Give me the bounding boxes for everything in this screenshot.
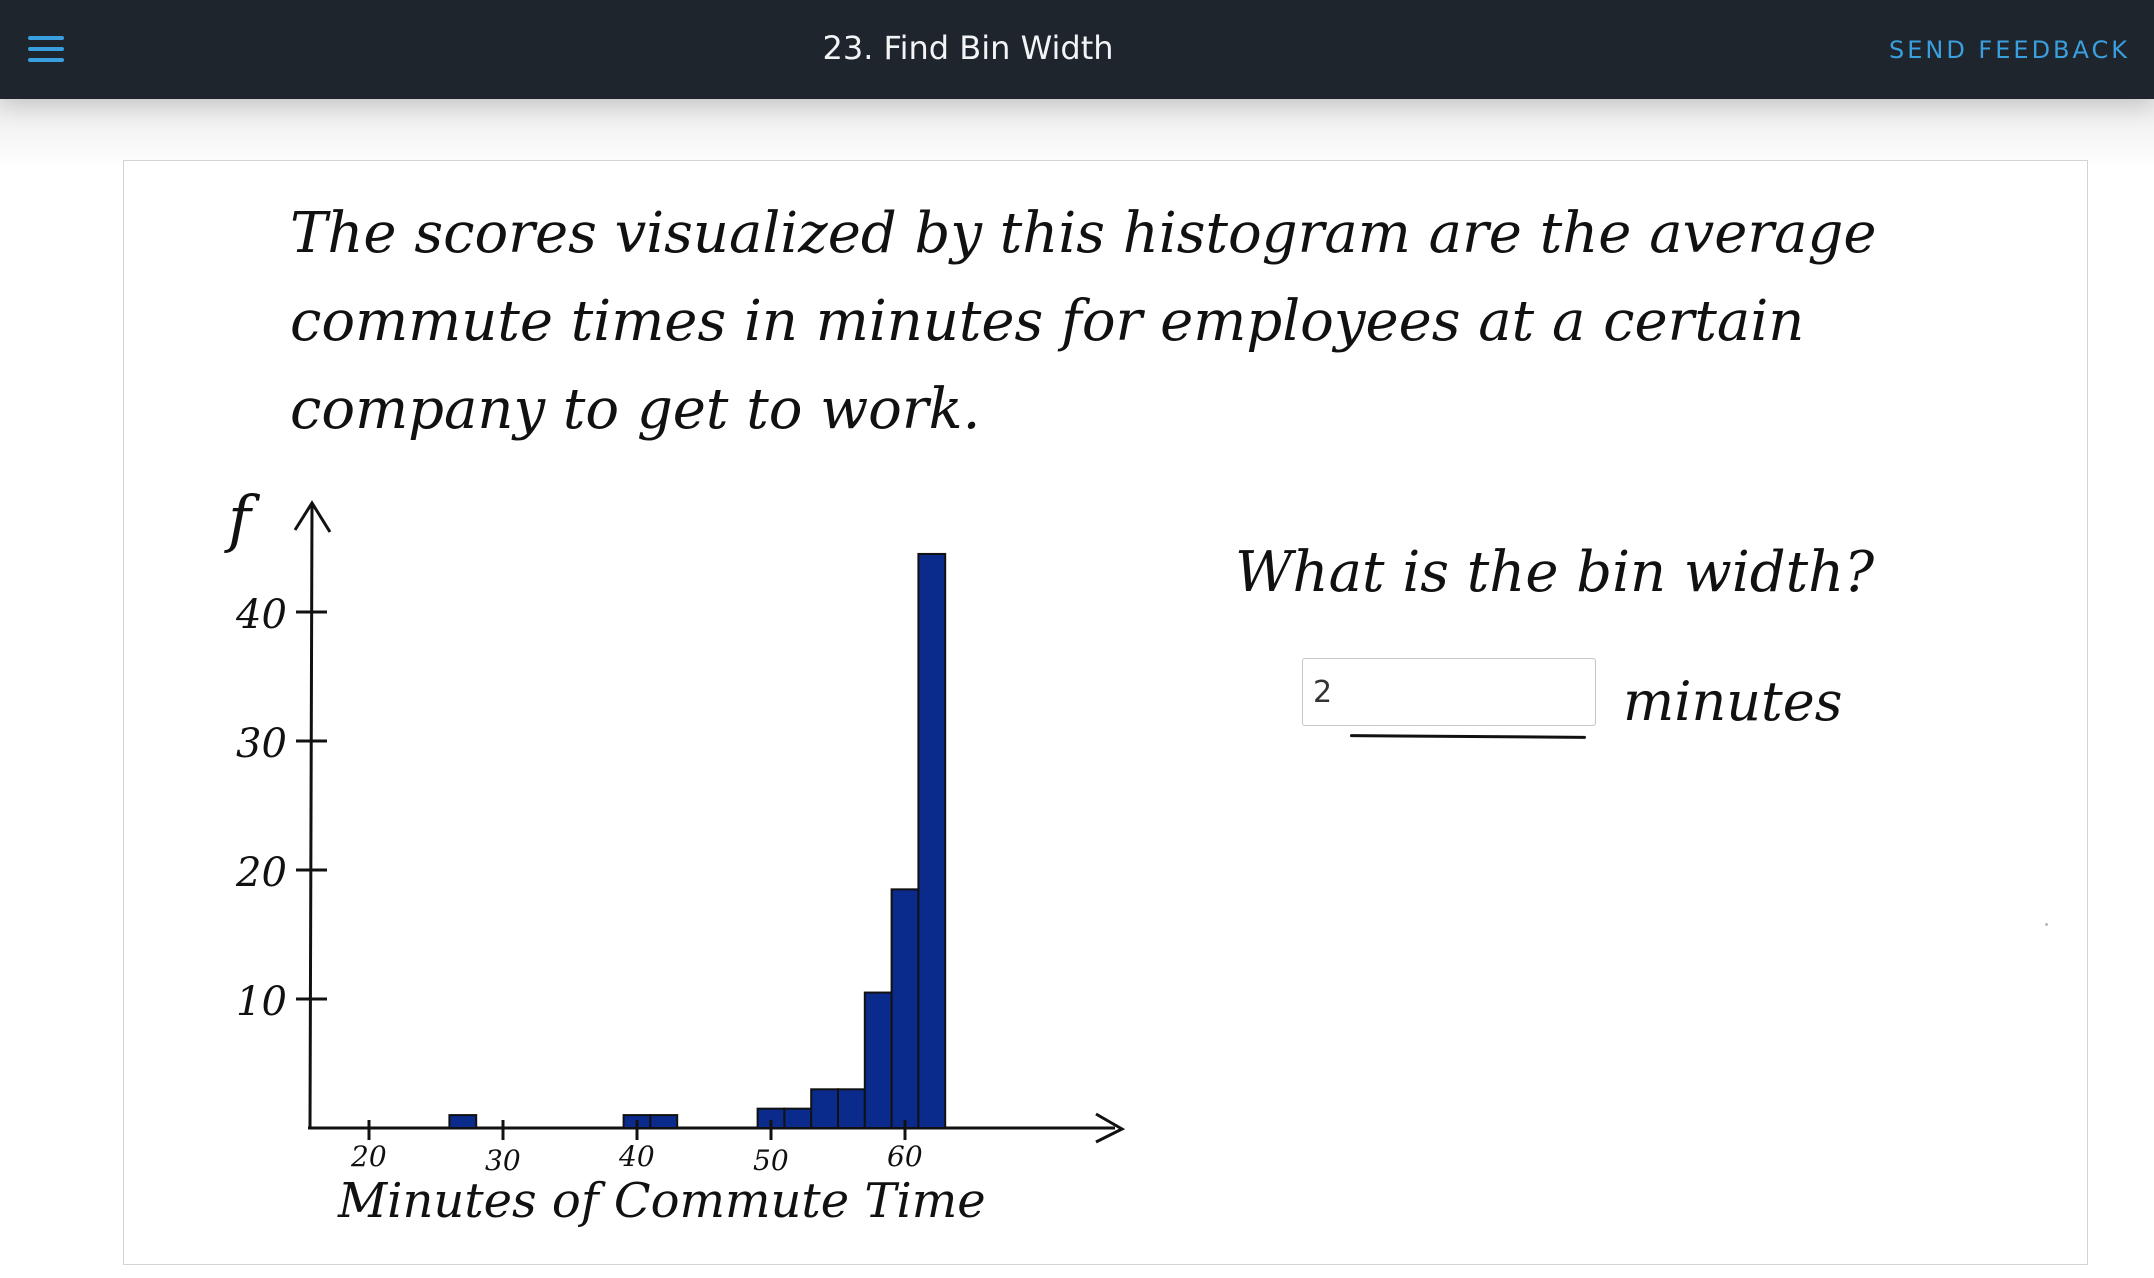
problem-prompt: The scores visualized by this histogram … — [290, 201, 1877, 442]
y-tick-label-20: 20 — [235, 850, 287, 896]
x-tick-label-40: 40 — [618, 1140, 655, 1173]
histogram-bar-7 — [837, 1088, 866, 1130]
y-axis-arrowhead — [293, 500, 332, 533]
top-bar: 23. Find Bin Width SEND FEEDBACK — [0, 0, 2154, 99]
y-tick-label-10: 10 — [236, 979, 287, 1025]
histogram-bar-6 — [810, 1088, 840, 1130]
question-text: What is the bin width? — [1235, 540, 1875, 605]
page-title: 23. Find Bin Width — [822, 29, 1114, 67]
bin-width-input[interactable] — [1302, 658, 1596, 726]
histogram-bar-5 — [783, 1107, 813, 1130]
y-axis-label: f — [224, 482, 261, 555]
histogram-bar-9 — [890, 888, 920, 1129]
x-tick-label-20: 20 — [350, 1140, 387, 1173]
histogram-bar-1 — [448, 1114, 478, 1129]
y-tick-label-40: 40 — [235, 592, 287, 638]
x-axis-arrowhead — [1095, 1112, 1126, 1144]
send-feedback-button[interactable]: SEND FEEDBACK — [1888, 36, 2130, 64]
y-tick-label-30: 30 — [236, 721, 287, 767]
y-axis — [308, 504, 314, 1129]
x-tick-label-30: 30 — [485, 1144, 521, 1177]
answer-unit: minutes — [1623, 670, 1843, 733]
problem-card — [123, 160, 2088, 1265]
x-tick-label-60: 60 — [887, 1140, 923, 1173]
histogram-bar-3 — [649, 1114, 679, 1129]
x-axis-label: Minutes of Commute Time — [337, 1173, 986, 1229]
histogram-bar-8 — [863, 991, 893, 1129]
x-tick-label-50: 50 — [753, 1144, 789, 1177]
hamburger-menu-icon[interactable] — [28, 33, 68, 65]
header-shadow — [0, 99, 2154, 169]
stray-dot — [2045, 923, 2048, 926]
histogram-bar-10 — [917, 552, 947, 1129]
